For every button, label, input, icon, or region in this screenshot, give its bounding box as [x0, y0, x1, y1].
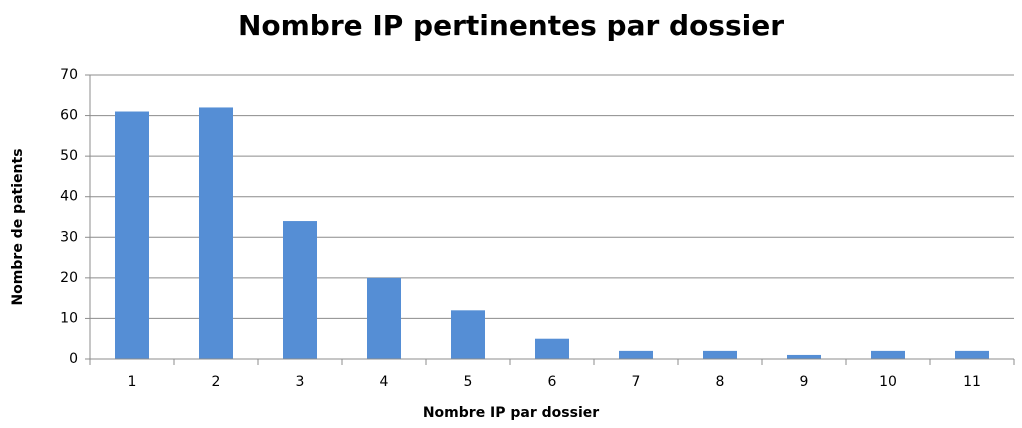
y-tick-label: 70 — [60, 67, 78, 83]
y-tick-label: 60 — [60, 108, 78, 124]
bar — [955, 350, 989, 359]
x-tick-label: 1 — [128, 374, 137, 390]
bar — [535, 338, 569, 359]
x-tick-label: 6 — [548, 374, 557, 390]
bar — [787, 354, 821, 359]
x-tick-label: 9 — [800, 374, 809, 390]
bar — [871, 350, 905, 359]
chart-title: Nombre IP pertinentes par dossier — [238, 9, 784, 42]
bar — [283, 221, 317, 359]
x-tick-label: 2 — [212, 374, 221, 390]
x-tick-label: 8 — [716, 374, 725, 390]
bar — [199, 107, 233, 359]
x-axis-label: Nombre IP par dossier — [423, 405, 599, 421]
bar — [703, 350, 737, 359]
y-tick-label: 0 — [69, 351, 78, 367]
y-tick-label: 50 — [60, 148, 78, 164]
bar — [115, 111, 149, 359]
x-tick-label: 11 — [963, 374, 981, 390]
bar — [451, 310, 485, 359]
x-tick-label: 5 — [464, 374, 473, 390]
y-tick-label: 30 — [60, 229, 78, 245]
y-tick-label: 40 — [60, 189, 78, 205]
x-tick-label: 10 — [879, 374, 897, 390]
x-tick-label: 7 — [632, 374, 641, 390]
y-tick-label: 10 — [60, 310, 78, 326]
x-tick-label: 4 — [380, 374, 389, 390]
bar — [619, 350, 653, 359]
bar — [367, 277, 401, 359]
x-tick-label: 3 — [296, 374, 305, 390]
y-tick-label: 20 — [60, 270, 78, 286]
y-axis-label: Nombre de patients — [10, 148, 26, 305]
